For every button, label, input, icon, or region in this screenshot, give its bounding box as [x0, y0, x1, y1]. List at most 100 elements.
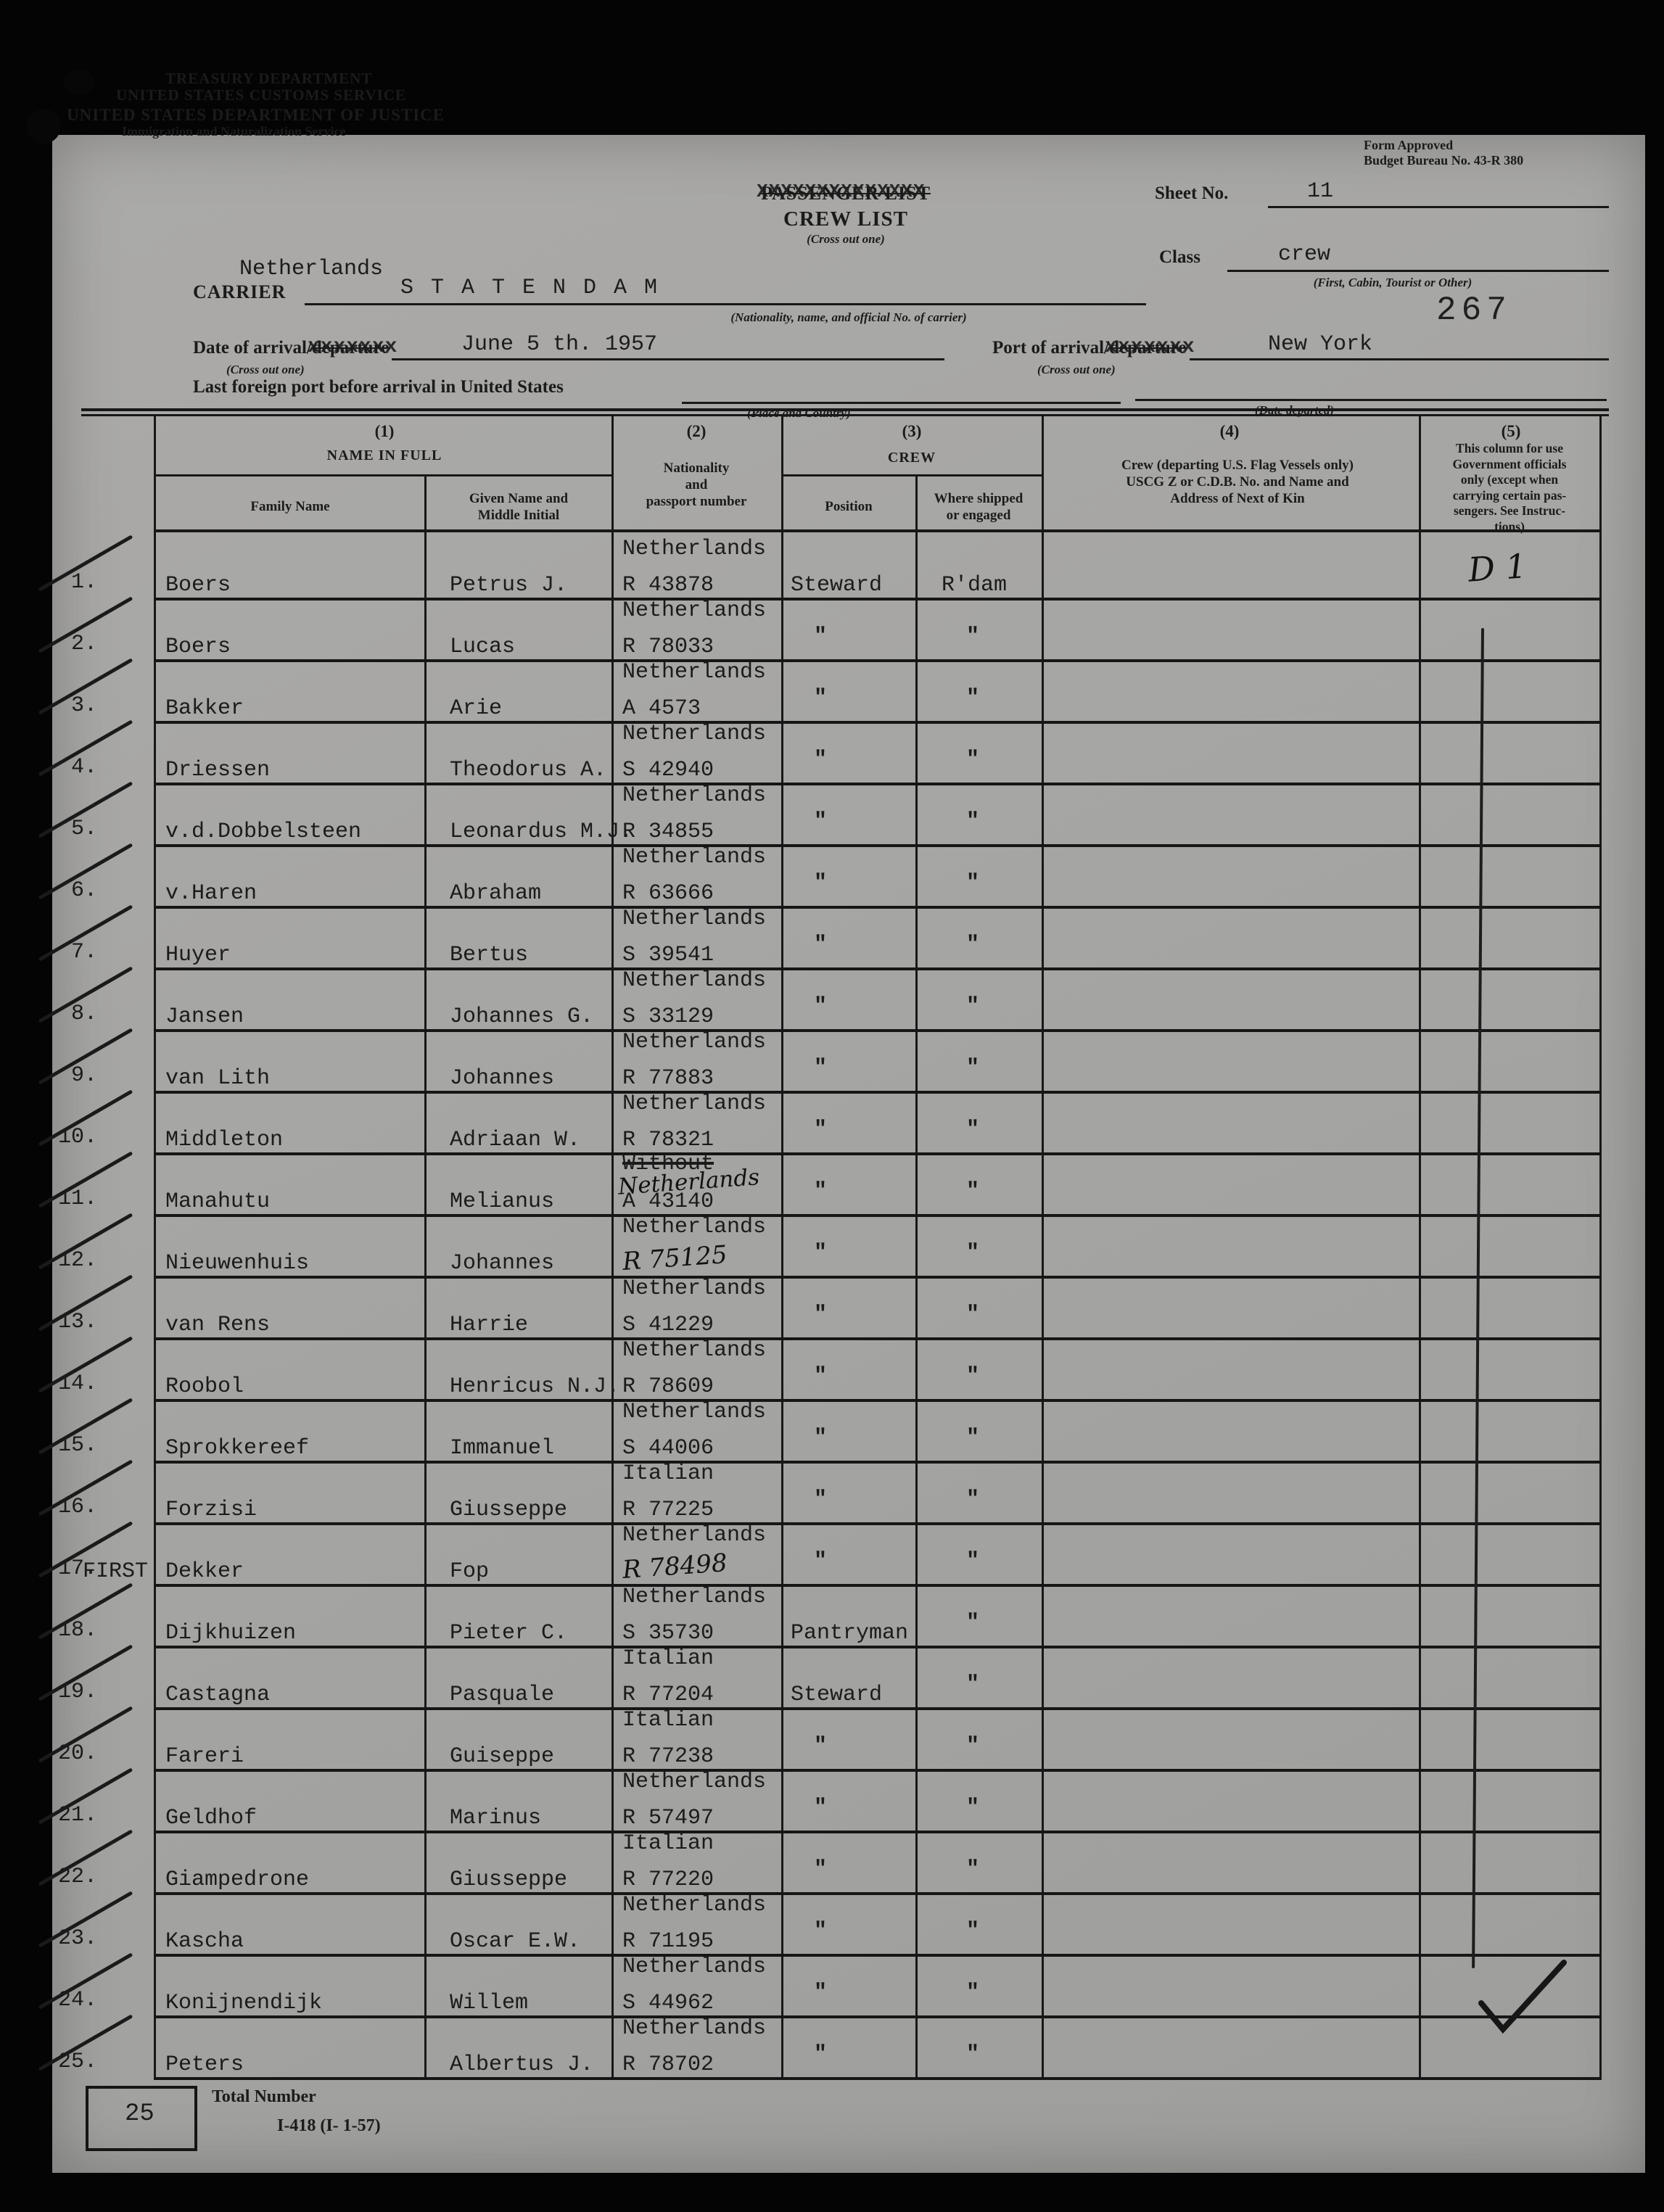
agency-line-1: TREASURY DEPARTMENT: [165, 70, 373, 87]
family-name-cell: van Rens: [165, 1313, 271, 1337]
nationality-cell: Netherlands: [622, 1215, 767, 1239]
passport-number-cell: S 44006: [622, 1436, 714, 1461]
position-cell: ": [814, 748, 828, 772]
col1-number: (1): [374, 422, 395, 440]
table-row: 12. Nieuwenhuis Johannes Netherlands R 7…: [0, 1213, 1664, 1279]
col1-title: NAME IN FULL: [326, 447, 442, 463]
position-cell: ": [814, 933, 828, 957]
date-of-arrival-value: June 5 th. 1957: [461, 332, 658, 357]
family-name-cell: Boers: [165, 573, 231, 598]
family-name-cell: Peters: [165, 2052, 244, 2077]
where-shipped-cell: ": [966, 1303, 980, 1327]
position-cell: ": [814, 809, 828, 834]
table-row: 1. Boers Petrus J. Netherlands R 43878 S…: [0, 535, 1664, 601]
given-name-cell: Bertus: [450, 943, 529, 967]
total-number-value: 25: [125, 2100, 155, 2128]
nationality-struck-cell: Without: [622, 1152, 714, 1176]
where-shipped-header: Where shipped or engaged: [934, 491, 1023, 523]
table-row: 15. Sprokkereef Immanuel Netherlands S 4…: [0, 1398, 1664, 1464]
table-row: 5. v.d.Dobbelsteen Leonardus M.J. Nether…: [0, 781, 1664, 847]
nationality-cell: Netherlands: [622, 1585, 767, 1609]
last-foreign-underline: [682, 402, 1121, 404]
row-number: 18.: [57, 1618, 97, 1643]
table-row: 19. Castagna Pasquale Italian R 77204 St…: [0, 1644, 1664, 1710]
row-number: 6.: [70, 878, 97, 903]
nationality-cell: Netherlands: [622, 1091, 767, 1116]
crew-list-title: CREW LIST: [783, 207, 909, 231]
row-number: 25.: [57, 2050, 97, 2074]
row-underline: [154, 844, 1602, 847]
form-approved-line-2: Budget Bureau No. 43-R 380: [1364, 153, 1524, 168]
nationality-cell: Netherlands: [622, 907, 767, 931]
col5-handwritten-mark: D 1: [1467, 546, 1528, 590]
given-name-cell: Guiseppe: [450, 1744, 555, 1769]
row-prefix-note: FIRST: [83, 1559, 149, 1584]
family-name-cell: Nieuwenhuis: [165, 1251, 310, 1276]
row-number: 8.: [70, 1002, 97, 1026]
position-cell: ": [814, 2042, 828, 2067]
position-cell: Steward: [791, 1683, 883, 1707]
nationality-cell: Netherlands: [622, 722, 767, 746]
given-name-cell: Abraham: [450, 881, 542, 906]
table-row: 8. Jansen Johannes G. Netherlands S 3312…: [0, 966, 1664, 1032]
row-number: 23.: [57, 1926, 97, 1951]
row-number: 7.: [70, 940, 97, 965]
row-number: 3.: [70, 693, 97, 718]
row-underline: [154, 1461, 1602, 1464]
family-name-cell: Sprokkereef: [165, 1436, 310, 1461]
where-shipped-cell: ": [966, 1549, 980, 1574]
position-cell: ": [814, 994, 828, 1019]
position-cell: Pantryman: [791, 1621, 909, 1646]
row-number: 15.: [57, 1433, 97, 1458]
nationality-cell: Netherlands: [622, 2016, 767, 2041]
nationality-cell: Netherlands: [622, 660, 767, 685]
passport-number-cell: S 35730: [622, 1621, 714, 1646]
nationality-cell: Netherlands: [622, 1893, 767, 1918]
given-name-cell: Willem: [450, 1991, 529, 2015]
position-cell: ": [814, 1118, 828, 1142]
nationality-cell: Netherlands: [622, 1338, 767, 1363]
given-name-cell: Arie: [450, 696, 503, 721]
table-top-line-1: [81, 408, 1609, 411]
where-shipped-cell: ": [966, 2042, 980, 2067]
row-number: 12.: [57, 1248, 97, 1273]
passport-number-cell: R 77238: [622, 1744, 714, 1769]
nationality-cell: Italian: [622, 1708, 714, 1733]
passport-number-cell: R 78033: [622, 635, 714, 659]
family-name-header: Family Name: [250, 499, 330, 514]
given-name-cell: Henricus N.J.: [450, 1374, 620, 1399]
passport-number-cell: R 63666: [622, 881, 714, 906]
row-underline: [154, 1769, 1602, 1772]
class-underline: [1227, 270, 1609, 272]
position-cell: ": [814, 1549, 828, 1574]
col2-title: Nationality and passport number: [646, 461, 747, 509]
where-shipped-cell: ": [966, 686, 980, 711]
divider-nationality-position: [781, 414, 783, 2080]
agency-line-4: Immigration and Naturalization Service: [122, 124, 346, 139]
row-underline: [154, 1214, 1602, 1217]
given-name-cell: Marinus: [450, 1806, 542, 1831]
table-row: 21. Geldhof Marinus Netherlands R 57497 …: [0, 1767, 1664, 1833]
family-name-cell: Fareri: [165, 1744, 244, 1769]
row-underline: [154, 1707, 1602, 1710]
date-cross-out-hint: (Cross out one): [226, 363, 305, 376]
position-cell: ": [814, 624, 828, 649]
position-cell: ": [814, 686, 828, 711]
where-shipped-cell: ": [966, 1241, 980, 1266]
carrier-underline: [305, 303, 1146, 305]
row-underline: [154, 1152, 1602, 1155]
row-number: 22.: [57, 1865, 97, 1889]
passport-number-cell: R 75125: [621, 1240, 728, 1276]
nationality-cell: Netherlands: [622, 598, 767, 623]
page-number-stamp: 267: [1436, 292, 1512, 329]
row-number: 1.: [70, 570, 97, 595]
family-name-cell: Konijnendijk: [165, 1991, 323, 2015]
where-shipped-cell: ": [966, 1796, 980, 1820]
col5-title: This column for use Government officials…: [1452, 441, 1567, 534]
table-row: 2. Boers Lucas Netherlands R 78033 " ": [0, 596, 1664, 662]
port-of-arrival-value: New York: [1268, 332, 1373, 357]
total-number-label: Total Number: [212, 2087, 316, 2106]
row-number: 14.: [57, 1371, 97, 1396]
family-name-cell: Boers: [165, 635, 231, 659]
